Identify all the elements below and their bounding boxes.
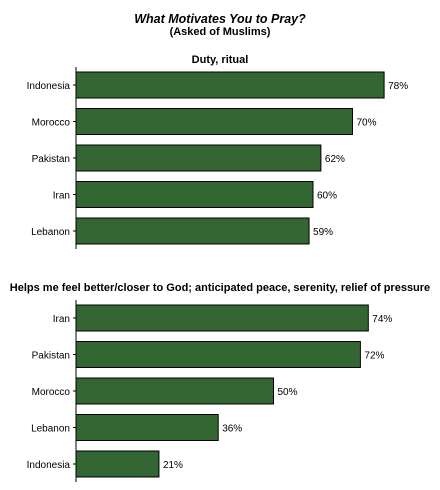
bar [75, 71, 385, 99]
value-label: 21% [163, 460, 183, 471]
panel-0: Indonesia 78% Morocco 70% Pakistan 62% Iran 60%… [27, 67, 408, 249]
bar [75, 377, 274, 405]
category-label: Iran [53, 314, 70, 325]
value-label: 50% [278, 387, 298, 398]
bar [75, 450, 160, 478]
bar [75, 304, 369, 332]
category-label: Morocco [32, 118, 71, 129]
value-label: 36% [222, 424, 242, 435]
category-label: Iran [53, 191, 70, 202]
value-label: 78% [388, 81, 408, 92]
category-label: Lebanon [31, 227, 70, 238]
category-label: Lebanon [31, 424, 70, 435]
value-label: 60% [317, 191, 337, 202]
panel-title-duty: Duty, ritual [191, 54, 249, 66]
bar [75, 414, 219, 441]
value-label: 62% [325, 154, 345, 165]
panel-title-feel-better: Helps me feel better/closer to God; anti… [9, 282, 431, 294]
value-label: 70% [357, 118, 377, 129]
bar [75, 144, 322, 172]
value-label: 74% [372, 314, 392, 325]
category-label: Pakistan [32, 351, 70, 362]
chart-subtitle: (Asked of Muslims) [169, 26, 271, 38]
category-label: Pakistan [32, 154, 70, 165]
bar [75, 108, 353, 135]
category-label: Morocco [32, 387, 71, 398]
panel-1: Iran 74% Pakistan 72% Morocco 50% Lebanon 36% In… [27, 300, 392, 482]
bar [75, 217, 310, 245]
chart-title: What Motivates You to Pray? [134, 12, 306, 26]
value-label: 59% [313, 227, 333, 238]
bar [75, 341, 361, 368]
bar [75, 181, 314, 208]
category-label: Indonesia [27, 460, 71, 471]
value-label: 72% [364, 351, 384, 362]
category-label: Indonesia [27, 81, 71, 92]
